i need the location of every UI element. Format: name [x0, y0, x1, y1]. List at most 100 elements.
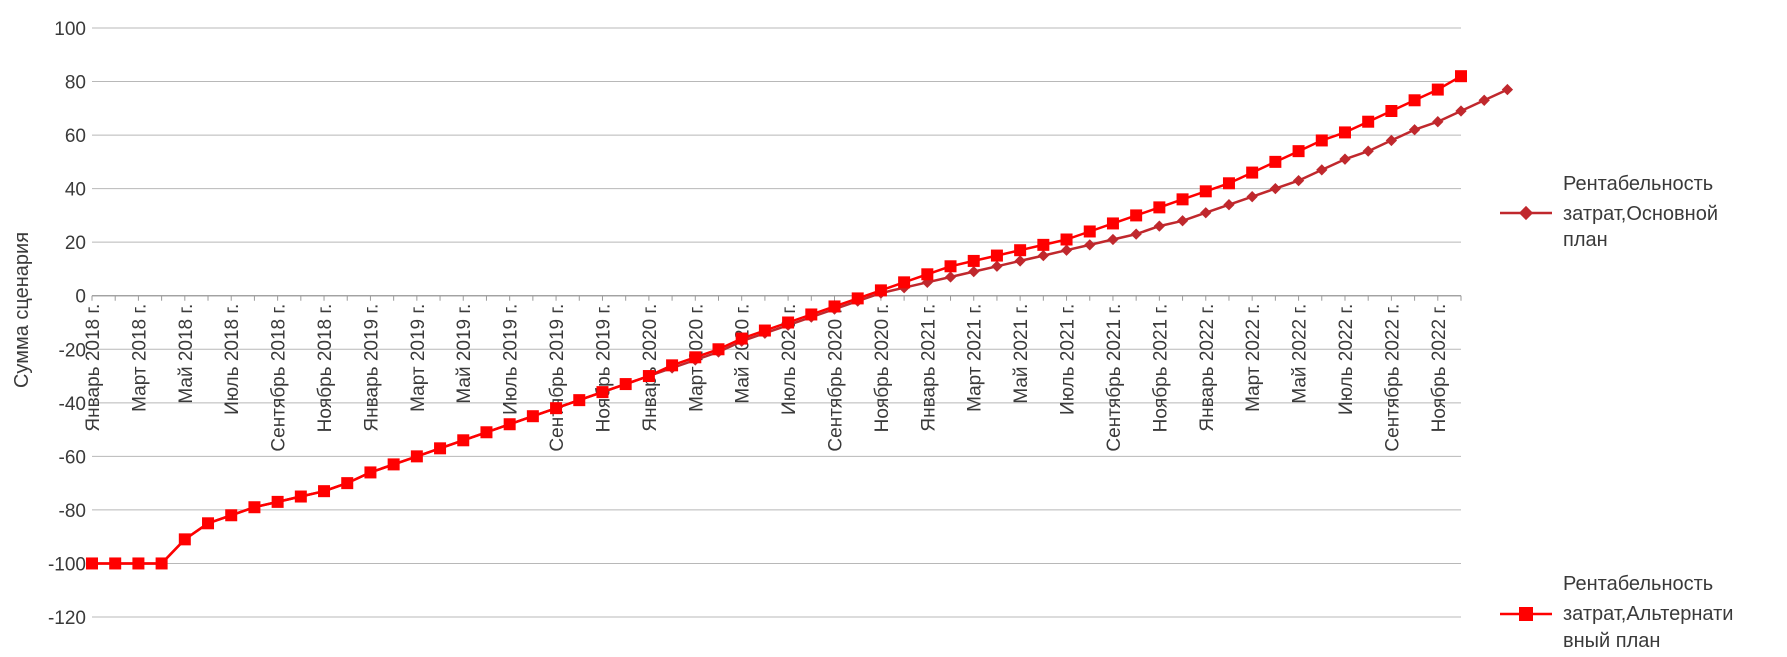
- legend-label-alt-plan-line3: вный план: [1563, 630, 1660, 652]
- data-point: [921, 268, 934, 281]
- x-axis: [91, 295, 1462, 301]
- data-point: [1200, 207, 1212, 219]
- data-point: [619, 378, 632, 391]
- data-point: [202, 517, 215, 530]
- x-tick-label: Ноябрь 2019 г.: [593, 304, 614, 433]
- x-tick-label: Сентябрь 2020 г.: [826, 304, 847, 452]
- x-tick-label: Ноябрь 2020 г.: [872, 304, 893, 433]
- data-point: [573, 394, 586, 407]
- y-tick-label: -20: [59, 340, 86, 361]
- data-point: [86, 557, 98, 570]
- x-tick-label: Июль 2018 г.: [222, 304, 243, 415]
- data-point: [1060, 233, 1073, 246]
- data-point: [1362, 145, 1374, 157]
- data-point: [1385, 134, 1398, 147]
- data-point: [271, 495, 284, 508]
- data-point: [410, 450, 423, 463]
- y-axis-ticks: -120 -100 -80 -60 -40 -20 0 20 40 60 80 100: [48, 19, 86, 629]
- x-tick-label: Сентябрь 2019 г.: [547, 304, 568, 452]
- data-point: [1501, 83, 1514, 96]
- data-point: [782, 316, 795, 329]
- x-tick-label: Март 2021 г.: [965, 304, 986, 412]
- data-point: [225, 509, 238, 522]
- x-tick-label: Январь 2019 г.: [361, 304, 382, 432]
- x-tick-label: Май 2022 г.: [1290, 304, 1311, 404]
- y-tick-label: -80: [59, 501, 86, 522]
- x-tick-label: Ноябрь 2021 г.: [1150, 304, 1171, 433]
- data-point: [109, 557, 122, 570]
- data-point: [596, 386, 609, 399]
- legend-marker-alt-plan: [1519, 607, 1533, 621]
- legend-label-main-plan-line2: затрат,Основной: [1563, 203, 1718, 225]
- x-tick-label: Июль 2020 г.: [779, 304, 800, 415]
- x-tick-label: Сентябрь 2022 г.: [1382, 304, 1403, 452]
- data-point: [944, 271, 957, 283]
- data-point: [457, 434, 470, 447]
- x-tick-label: Март 2019 г.: [408, 304, 429, 412]
- data-point: [1408, 94, 1421, 107]
- legend-label-main-plan-line1: Рентабельность: [1563, 173, 1713, 195]
- data-point: [758, 324, 771, 337]
- data-point: [1292, 145, 1305, 158]
- data-point: [480, 426, 493, 439]
- x-tick-label: Январь 2020 г.: [640, 304, 661, 432]
- data-point: [1339, 153, 1351, 165]
- data-point: [364, 466, 377, 479]
- data-point: [1107, 233, 1119, 246]
- series-layer: [86, 70, 1514, 570]
- data-point: [851, 292, 864, 305]
- data-point: [689, 351, 702, 364]
- gridlines: [92, 27, 1461, 618]
- x-tick-label: Январь 2021 г.: [918, 304, 939, 432]
- data-point: [874, 284, 887, 297]
- x-axis-tick-labels: Январь 2018 г. Март 2018 г. Май 2018 г. Июл…: [83, 304, 1450, 452]
- data-point: [178, 533, 191, 546]
- data-point: [1176, 215, 1189, 227]
- data-point: [550, 402, 563, 415]
- y-tick-label: 40: [65, 180, 86, 201]
- data-point: [132, 557, 145, 570]
- legend-label-main-plan-line3: план: [1563, 229, 1608, 251]
- x-tick-label: Июль 2021 г.: [1058, 304, 1079, 415]
- y-tick-label: -100: [48, 554, 86, 575]
- x-tick-label: Январь 2018 г.: [83, 304, 104, 432]
- data-point: [1269, 182, 1282, 195]
- data-point: [828, 300, 841, 313]
- x-tick-label: Ноябрь 2022 г.: [1429, 304, 1450, 433]
- x-tick-label: Май 2019 г.: [454, 304, 475, 404]
- legend-label-alt-plan-line2: затрат,Альтернати: [1563, 603, 1733, 625]
- data-point: [1014, 244, 1027, 257]
- data-point: [434, 442, 447, 455]
- data-point: [1083, 225, 1096, 238]
- data-point: [1408, 124, 1421, 136]
- y-tick-label: -60: [59, 447, 86, 468]
- legend-marker-main-plan: [1518, 205, 1534, 221]
- data-point: [898, 276, 911, 289]
- data-point: [503, 418, 516, 431]
- data-point: [967, 254, 980, 267]
- data-point: [1315, 134, 1328, 147]
- data-point: [318, 485, 331, 498]
- data-point: [1455, 105, 1467, 117]
- x-tick-label: Январь 2022 г.: [1197, 304, 1218, 432]
- data-point: [341, 477, 354, 490]
- y-tick-label: 100: [54, 19, 86, 40]
- data-point: [1199, 185, 1212, 198]
- data-point: [526, 410, 539, 423]
- x-tick-label: Сентябрь 2018 г.: [269, 304, 290, 452]
- data-point: [735, 332, 748, 345]
- y-tick-label: -40: [59, 394, 86, 415]
- data-point: [1084, 239, 1096, 251]
- data-point: [1455, 70, 1467, 83]
- data-point: [1246, 166, 1259, 179]
- data-point: [1014, 255, 1026, 267]
- y-tick-label: 0: [75, 287, 86, 308]
- data-point: [1060, 244, 1073, 256]
- y-tick-label: -120: [48, 608, 86, 629]
- data-point: [1338, 126, 1351, 139]
- x-tick-label: Июль 2022 г.: [1336, 304, 1357, 415]
- data-point: [805, 308, 818, 321]
- data-point: [1222, 177, 1235, 190]
- data-point: [1385, 104, 1398, 117]
- legend: Рентабельность затрат,Основной план Рент…: [1500, 173, 1733, 652]
